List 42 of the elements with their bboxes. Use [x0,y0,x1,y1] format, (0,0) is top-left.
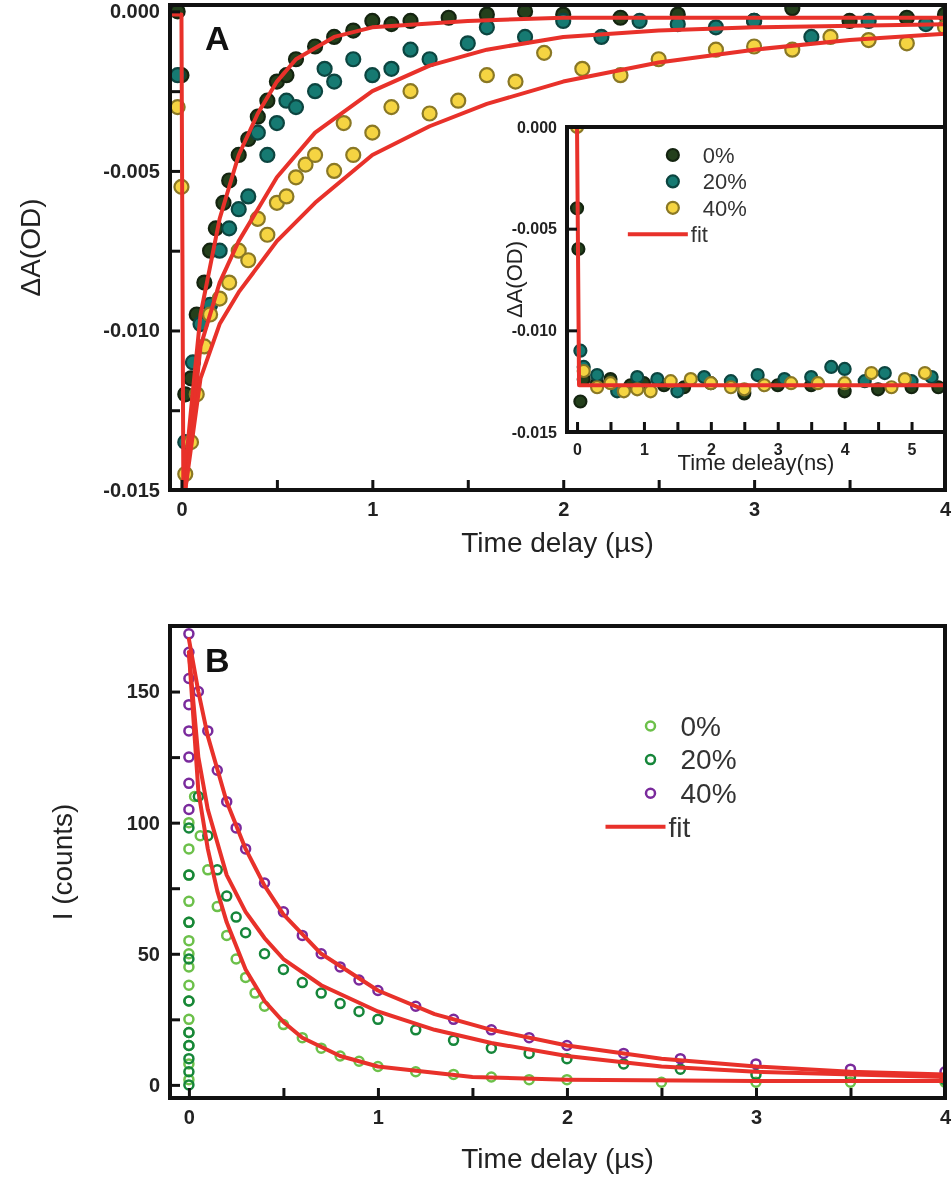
y-tick-label: 0.000 [516,118,558,136]
x-tick-label: 2 [561,1106,574,1129]
x-tick-label: 3 [773,441,783,459]
y-axis-title: ΔA(OD) [15,198,46,297]
legend-label: 40% [680,778,737,809]
x-tick-label: 5 [907,441,917,459]
legend-label: 0% [702,142,735,168]
x-tick-label: 1 [367,498,379,521]
x-tick-label: 1 [372,1106,384,1129]
y-axis-title: ΔA(OD) [502,240,527,319]
x-axis-title: Time delay (µs) [461,1143,654,1174]
y-tick-label: -0.005 [511,220,558,238]
x-tick-label: 0 [573,441,583,459]
y-tick-label: -0.010 [103,319,160,342]
legend-label: 20% [702,169,747,195]
legend-label: fit [690,221,708,247]
x-tick-label: 3 [750,1106,763,1129]
y-tick-label: -0.015 [511,423,558,441]
y-tick-label: 0.000 [109,0,160,23]
x-tick-label: 0 [176,498,188,521]
y-tick-label: -0.005 [103,159,160,182]
y-tick-label: 0 [148,1073,160,1096]
legend-label: 40% [702,195,747,221]
x-tick-label: 3 [749,498,761,521]
legend-label: 20% [680,744,737,776]
annotation: B [205,641,230,679]
y-tick-label: -0.010 [511,321,558,339]
x-tick-label: 4 [939,498,952,521]
y-axis-title: I (counts) [47,803,78,921]
x-tick-label: 4 [840,441,850,459]
x-axis-title: Time delay (µs) [461,527,654,558]
x-tick-label: 4 [939,1106,952,1129]
y-tick-label: 100 [126,811,160,834]
y-tick-label: -0.015 [103,478,160,501]
y-tick-label: 50 [137,942,160,965]
x-tick-label: 0 [183,1106,195,1129]
legend-label: fit [668,811,691,843]
y-tick-label: 150 [126,680,160,703]
annotation: A [205,19,230,57]
x-tick-label: 2 [558,498,570,521]
legend-label: 0% [680,710,721,742]
x-tick-label: 1 [639,441,649,459]
